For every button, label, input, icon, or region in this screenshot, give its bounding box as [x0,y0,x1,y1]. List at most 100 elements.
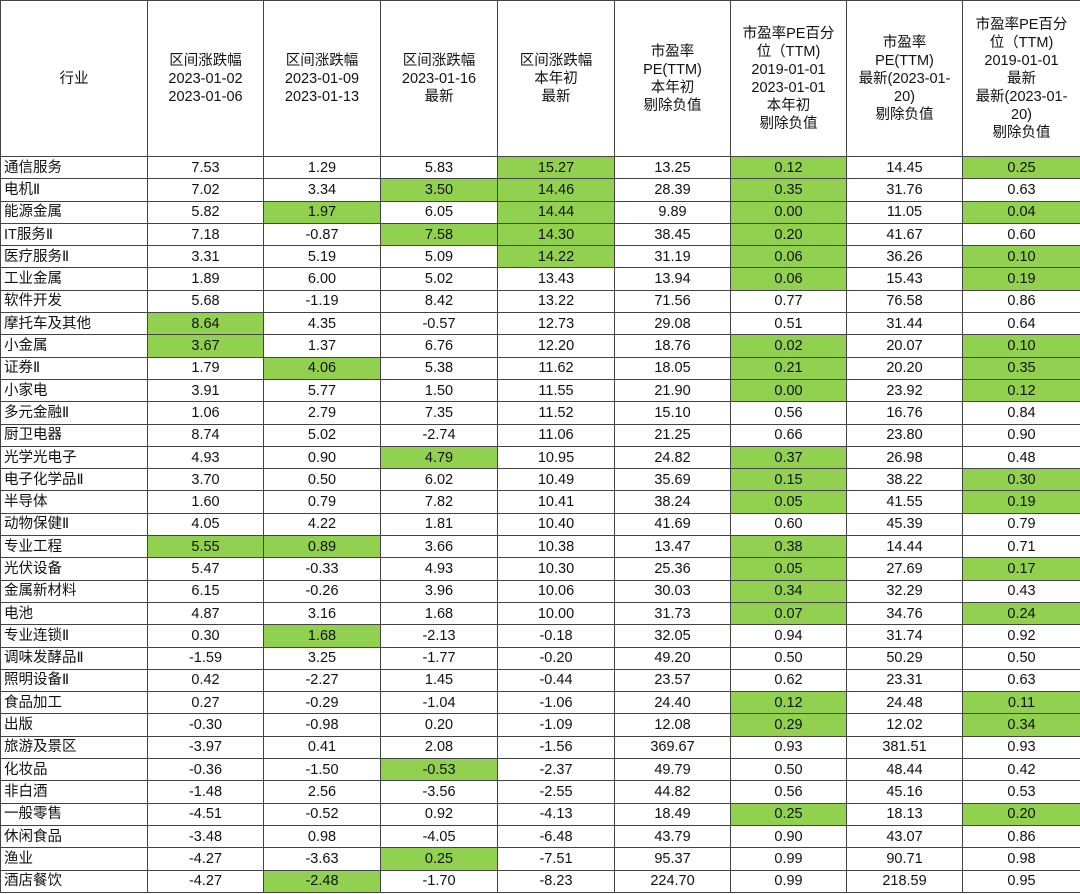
value-cell: 15.43 [846,267,963,291]
value-cell: 5.19 [263,245,381,269]
value-cell: 27.69 [846,557,963,581]
industry-name-cell: 厨卫电器 [0,423,148,447]
value-cell: 11.05 [846,200,963,224]
table-row: 通信服务 7.53 1.29 5.83 15.27 13.25 0.12 14.45 0.25 [0,155,1080,180]
value-cell: 6.15 [147,579,264,603]
value-cell: 3.67 [147,334,264,358]
value-cell: 2.08 [380,735,498,760]
table-row: 半导体 1.60 0.79 7.82 10.41 38.24 0.05 41.55 0.19 [0,490,1080,514]
value-cell: 3.31 [147,245,264,269]
value-cell: 12.02 [846,713,963,737]
table-row: 照明设备Ⅱ 0.42 -2.27 1.45 -0.44 23.57 0.62 23.31 0.6… [0,668,1080,693]
value-cell: -8.23 [497,869,615,893]
value-cell: 7.02 [147,178,264,202]
value-cell: 25.36 [614,557,731,581]
industry-name-cell: 摩托车及其他 [0,312,148,336]
value-cell: 1.81 [380,512,498,537]
table-row: 渔业 -4.27 -3.63 0.25 -7.51 95.37 0.99 90.71 0.98 [0,847,1080,871]
value-cell: 14.30 [497,222,615,247]
value-cell: 0.02 [730,334,847,358]
value-cell: -7.51 [497,847,615,871]
header-row: 行业 区间涨跌幅 2023-01-02 2023-01-06 区间涨跌幅 2023-… [0,0,1080,157]
value-cell: 21.25 [614,423,731,447]
value-cell: 3.16 [263,601,381,626]
value-cell: 0.86 [962,289,1080,314]
value-cell: 0.19 [962,267,1080,291]
value-cell: 10.95 [497,445,615,470]
table-row: 工业金属 1.89 6.00 5.02 13.43 13.94 0.06 15.43 0.19 [0,267,1080,291]
value-cell: 7.18 [147,222,264,247]
value-cell: 13.22 [497,289,615,314]
value-cell: -1.59 [147,646,264,670]
table-row: 调味发酵品Ⅱ -1.59 3.25 -1.77 -0.20 49.20 0.50 50.29 0… [0,646,1080,670]
value-cell: 0.71 [962,535,1080,559]
value-cell: 28.39 [614,178,731,202]
value-cell: 3.25 [263,646,381,670]
value-cell: 4.93 [147,445,264,470]
value-cell: 0.19 [962,490,1080,514]
table-row: 电子化学品Ⅱ 3.70 0.50 6.02 10.49 35.69 0.15 38.22 0.3… [0,468,1080,492]
value-cell: 0.86 [962,824,1080,849]
value-cell: 0.20 [380,713,498,737]
value-cell: 7.82 [380,490,498,514]
table-row: 旅游及景区 -3.97 0.41 2.08 -1.56 369.67 0.93 381.51 0… [0,735,1080,760]
industry-name-cell: 工业金属 [0,267,148,291]
value-cell: 0.92 [380,802,498,826]
value-cell: 0.93 [962,735,1080,760]
value-cell: 3.96 [380,579,498,603]
value-cell: -2.74 [380,423,498,447]
value-cell: 11.52 [497,401,615,425]
value-cell: 5.38 [380,356,498,380]
value-cell: 0.05 [730,557,847,581]
value-cell: 0.25 [962,155,1080,180]
value-cell: 0.62 [730,668,847,693]
value-cell: 0.98 [962,847,1080,871]
value-cell: 8.42 [380,289,498,314]
value-cell: 1.45 [380,668,498,693]
value-cell: 90.71 [846,847,963,871]
value-cell: 0.90 [962,423,1080,447]
table-row: 出版 -0.30 -0.98 0.20 -1.09 12.08 0.29 12.02 0.34 [0,713,1080,737]
value-cell: -2.48 [263,869,381,893]
value-cell: 15.10 [614,401,731,425]
value-cell: -0.53 [380,758,498,782]
value-cell: 0.60 [730,512,847,537]
industry-name-cell: 一般零售 [0,802,148,826]
value-cell: 4.06 [263,356,381,380]
value-cell: 0.99 [730,847,847,871]
value-cell: 11.55 [497,378,615,403]
value-cell: 12.08 [614,713,731,737]
value-cell: 0.79 [962,512,1080,537]
value-cell: 0.10 [962,334,1080,358]
value-cell: 21.90 [614,378,731,403]
column-header: 行业 [0,0,148,157]
value-cell: 24.48 [846,691,963,715]
table-row: 厨卫电器 8.74 5.02 -2.74 11.06 21.25 0.66 23.80 0.90 [0,423,1080,447]
industry-name-cell: 酒店餐饮 [0,869,148,893]
value-cell: 31.76 [846,178,963,202]
value-cell: 0.50 [263,468,381,492]
value-cell: -0.29 [263,691,381,715]
value-cell: 31.44 [846,312,963,336]
table-row: 多元金融Ⅱ 1.06 2.79 7.35 11.52 15.10 0.56 16.76 0.84 [0,401,1080,425]
industry-name-cell: IT服务Ⅱ [0,222,148,247]
value-cell: 5.83 [380,155,498,180]
value-cell: 0.79 [263,490,381,514]
industry-name-cell: 渔业 [0,847,148,871]
value-cell: 24.40 [614,691,731,715]
value-cell: 23.92 [846,378,963,403]
table-row: IT服务Ⅱ 7.18 -0.87 7.58 14.30 38.45 0.20 41.67 0.6… [0,222,1080,247]
value-cell: 15.27 [497,155,615,180]
industry-name-cell: 电池 [0,601,148,626]
value-cell: 43.07 [846,824,963,849]
value-cell: 4.05 [147,512,264,537]
value-cell: 29.08 [614,312,731,336]
industry-name-cell: 金属新材料 [0,579,148,603]
value-cell: -4.05 [380,824,498,849]
industry-name-cell: 软件开发 [0,289,148,314]
value-cell: 0.15 [730,468,847,492]
table-row: 非白酒 -1.48 2.56 -3.56 -2.55 44.82 0.56 45.16 0.53 [0,780,1080,804]
value-cell: 13.94 [614,267,731,291]
value-cell: 0.64 [962,312,1080,336]
value-cell: 0.29 [730,713,847,737]
